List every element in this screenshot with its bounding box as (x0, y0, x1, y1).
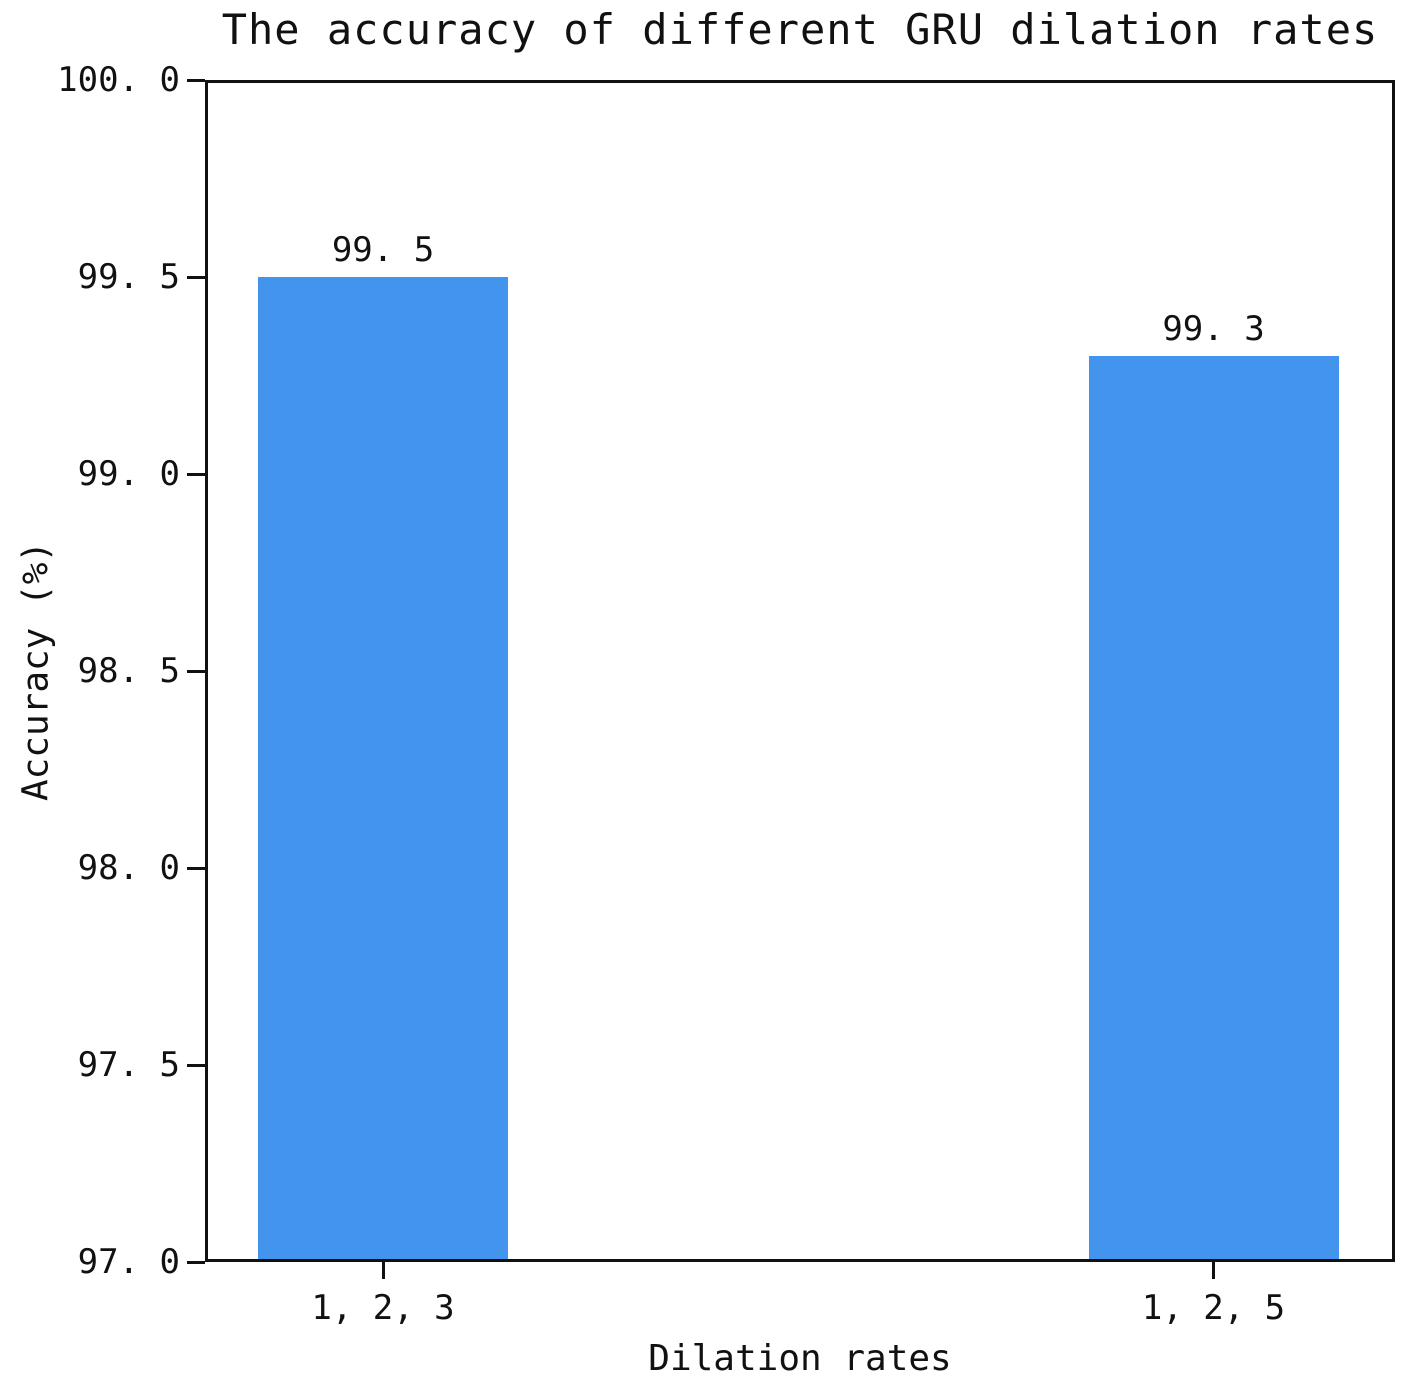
y-tick (187, 866, 205, 870)
x-tick (381, 1262, 385, 1279)
y-tick-label: 98. 0 (77, 848, 180, 888)
bar-value-label: 99. 5 (331, 230, 435, 270)
y-tick (187, 275, 205, 279)
y-tick (187, 78, 205, 82)
y-tick (187, 669, 205, 673)
y-tick-label: 99. 0 (77, 454, 180, 494)
y-tick-label: 97. 5 (77, 1045, 180, 1085)
y-tick-label: 100. 0 (57, 60, 180, 100)
y-tick-label: 98. 5 (77, 651, 180, 691)
bar (258, 277, 509, 1259)
y-tick-label: 97. 0 (77, 1242, 180, 1282)
bar (1088, 355, 1339, 1259)
y-tick (187, 1260, 205, 1264)
y-tick (187, 472, 205, 476)
chart-title: The accuracy of different GRU dilation r… (221, 5, 1379, 54)
x-axis-label: Dilation rates (648, 1338, 952, 1379)
x-tick (1212, 1262, 1216, 1279)
x-tick-label: 1, 2, 5 (1141, 1288, 1286, 1328)
x-tick-label: 1, 2, 3 (311, 1288, 455, 1328)
y-tick (187, 1063, 205, 1067)
y-tick-label: 99. 5 (77, 257, 180, 297)
bar-value-label: 99. 3 (1162, 308, 1265, 349)
